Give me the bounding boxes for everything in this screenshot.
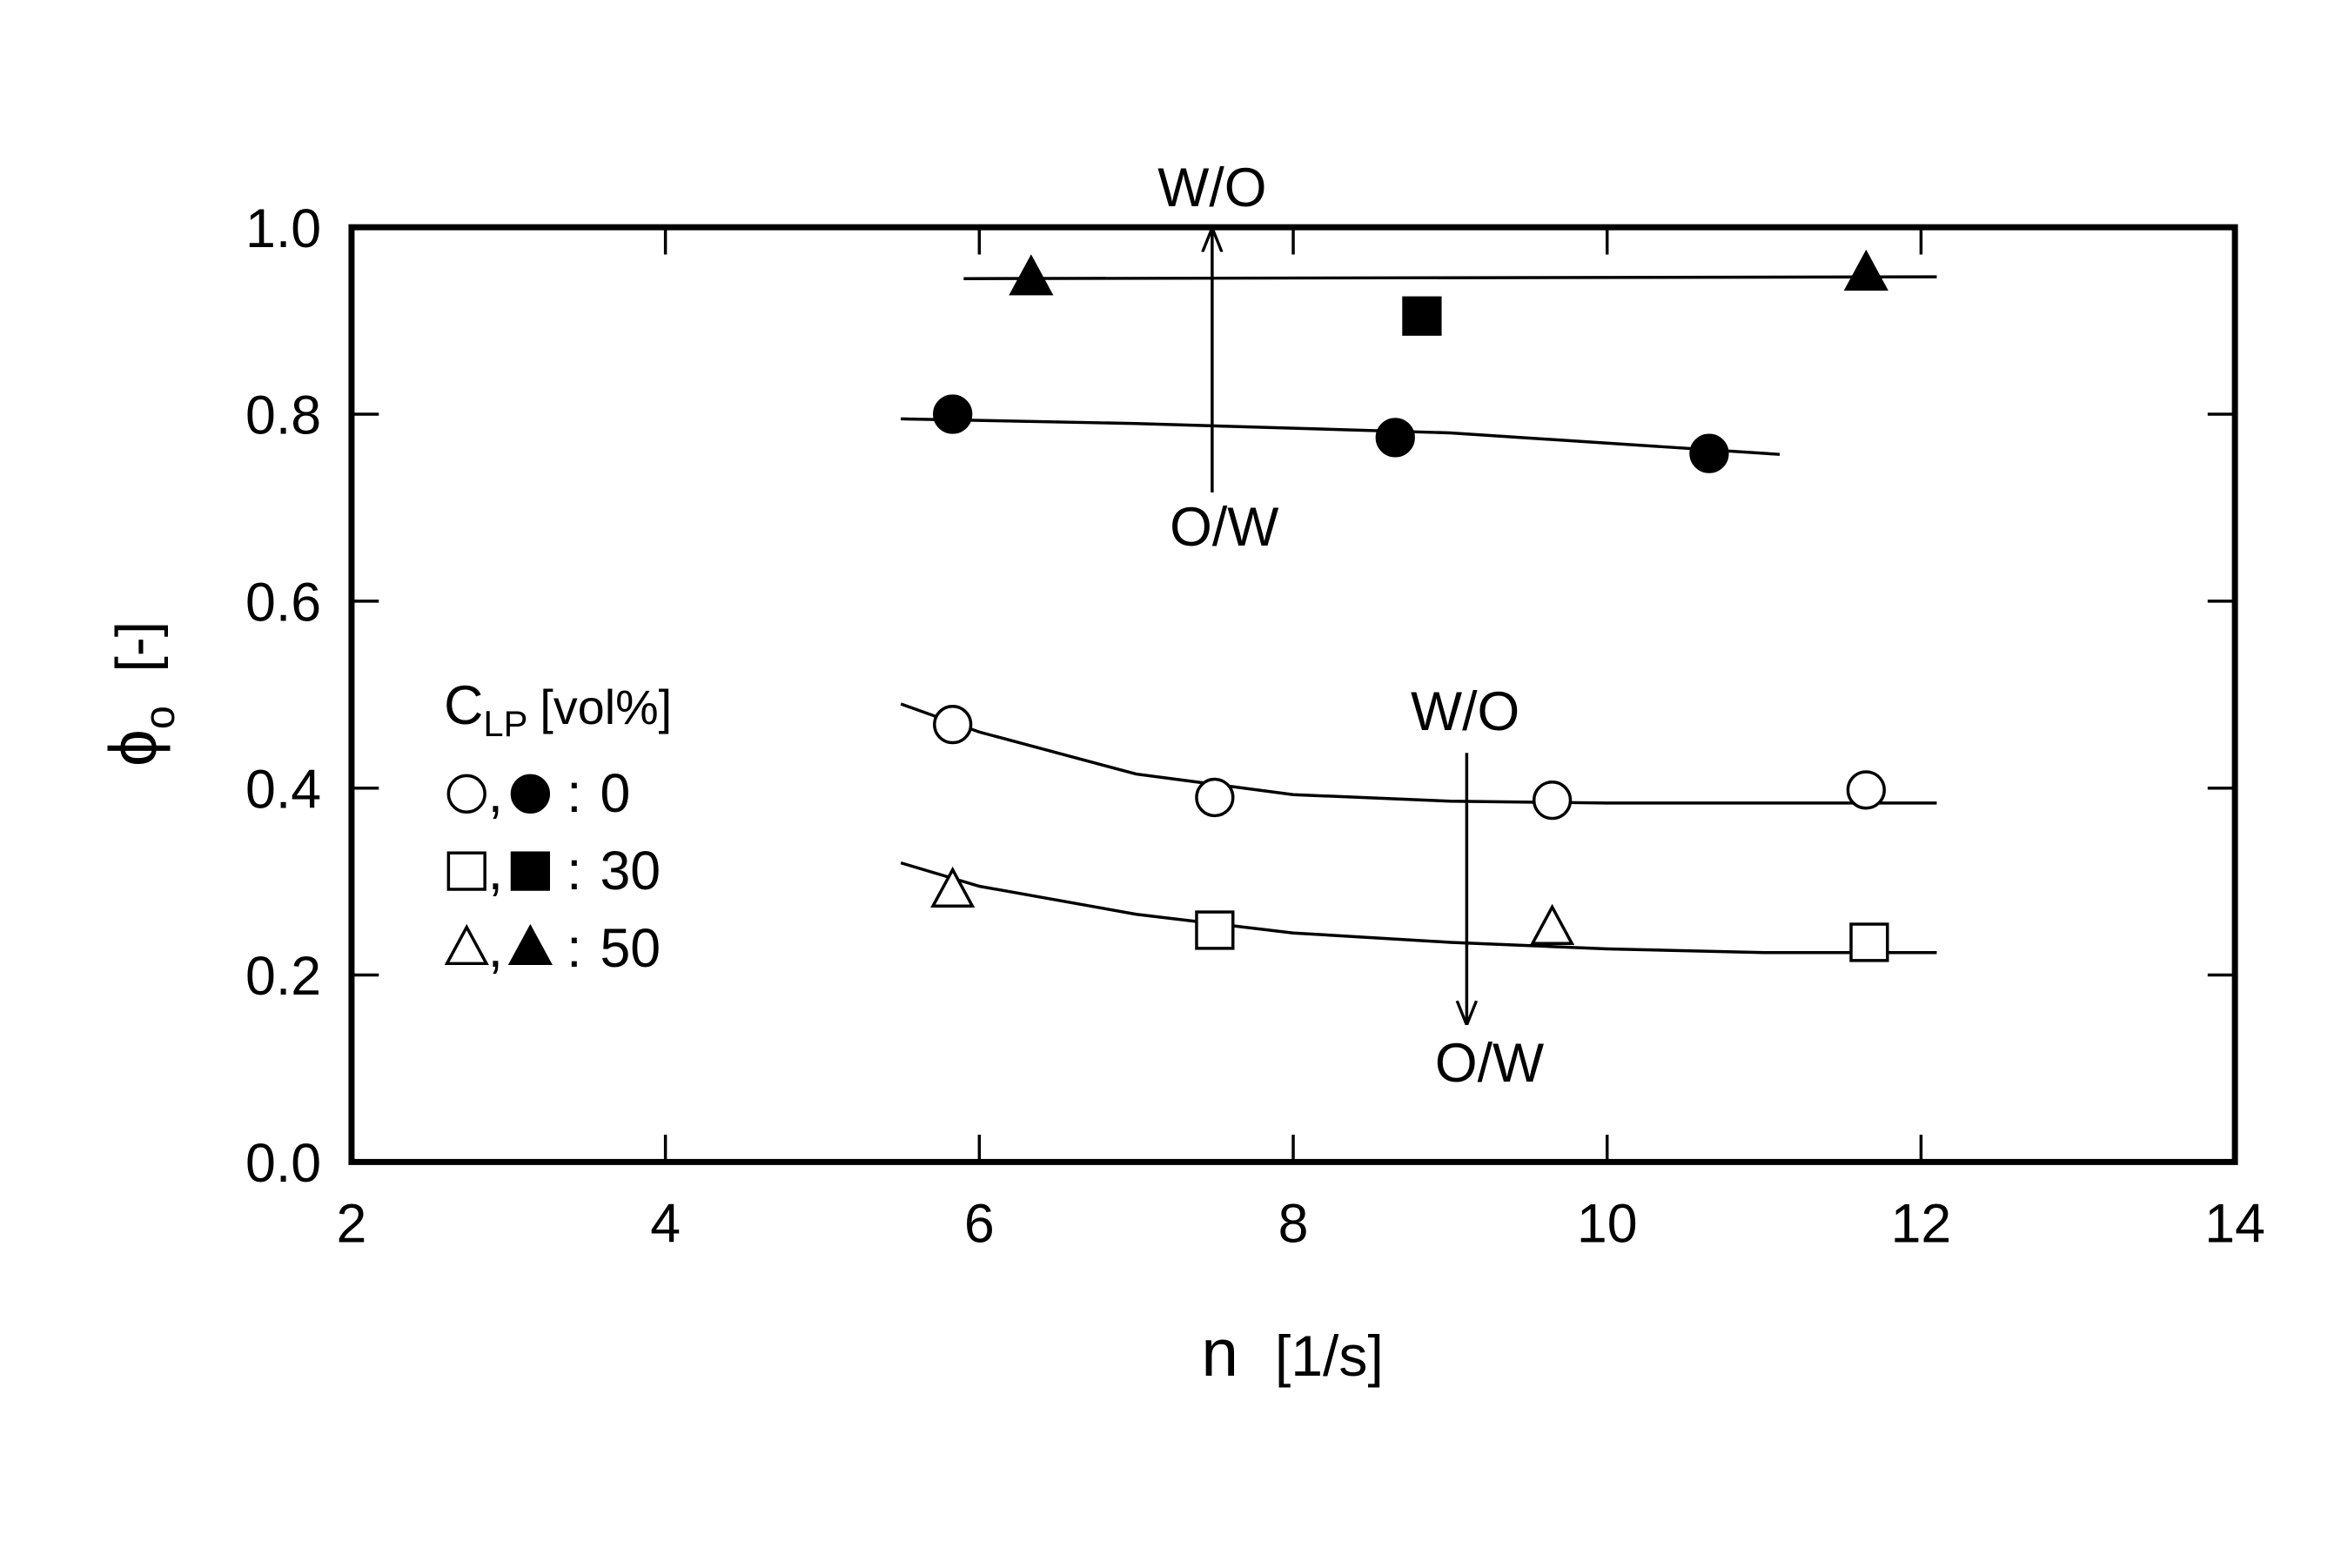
x-tick-label: 4 (650, 1194, 681, 1255)
legend-sep: , (488, 763, 503, 824)
marker (1009, 254, 1054, 296)
legend-sep: : (567, 918, 581, 979)
marker (444, 923, 489, 966)
marker (1846, 770, 1886, 810)
legend-sep: , (488, 841, 503, 901)
x-axis-label: n [1/s] (1201, 1317, 1383, 1390)
legend-label: 0 (600, 763, 630, 824)
marker (446, 774, 486, 814)
y-symbol: ϕ (97, 729, 171, 767)
plot-layer: 2 4 6 8 10 12 140.00.20.40.60.81.0,:0,:30,:50 (245, 198, 2265, 1255)
y-tick-label: 0.4 (245, 759, 321, 820)
y-tick-label: 0.8 (245, 385, 321, 446)
y-axis-label: ϕo [-] (97, 621, 184, 767)
marker (933, 705, 973, 745)
marker (1195, 910, 1235, 950)
legend-unit: [vol%] (540, 680, 672, 734)
legend-symbol: C (444, 675, 483, 736)
fit-curve (963, 275, 1937, 280)
annotation: W/O (1411, 681, 1519, 742)
legend-sep: , (488, 918, 503, 979)
annotation: O/W (1435, 1033, 1544, 1094)
legend-title: CLP [vol%] (444, 675, 672, 744)
y-unit: [-] (104, 621, 169, 673)
fit-curve (900, 861, 1937, 955)
marker (510, 851, 551, 891)
marker (1375, 418, 1415, 458)
marker (510, 774, 551, 814)
y-tick-label: 1.0 (245, 198, 321, 259)
x-tick-label: 8 (1278, 1194, 1309, 1255)
marker (507, 923, 553, 966)
x-tick-label: 6 (964, 1194, 995, 1255)
legend-entry: ,:50 (444, 918, 661, 979)
marker (1689, 433, 1729, 473)
legend-sub: LP (483, 703, 527, 744)
y-tick-label: 0.0 (245, 1133, 321, 1194)
y-tick-label: 0.2 (245, 946, 321, 1007)
fit-curve (900, 702, 1937, 805)
x-unit: [1/s] (1275, 1324, 1384, 1389)
marker (446, 851, 486, 891)
legend-entry: ,:0 (446, 763, 630, 824)
y-sub: o (137, 706, 184, 729)
annotation: O/W (1170, 497, 1278, 558)
x-tick-label: 12 (1891, 1194, 1952, 1255)
annotation: W/O (1157, 157, 1266, 218)
legend-sep: : (567, 841, 581, 901)
legend-sep: : (567, 763, 581, 824)
marker (1849, 922, 1889, 962)
x-symbol: n (1201, 1317, 1238, 1390)
y-tick-label: 0.6 (245, 572, 321, 633)
x-tick-label: 10 (1577, 1194, 1638, 1255)
marker (1843, 249, 1888, 291)
marker (1195, 777, 1235, 818)
x-tick-label: 2 (337, 1194, 367, 1255)
fit-curve (901, 417, 1781, 456)
legend-entry: ,:30 (446, 841, 661, 901)
legend-label: 50 (600, 918, 661, 979)
legend-label: 30 (600, 841, 661, 901)
marker (930, 866, 976, 908)
marker (1402, 296, 1442, 336)
marker (1530, 903, 1575, 945)
marker (933, 394, 973, 434)
marker (1532, 781, 1573, 821)
x-tick-label: 14 (2204, 1194, 2265, 1255)
